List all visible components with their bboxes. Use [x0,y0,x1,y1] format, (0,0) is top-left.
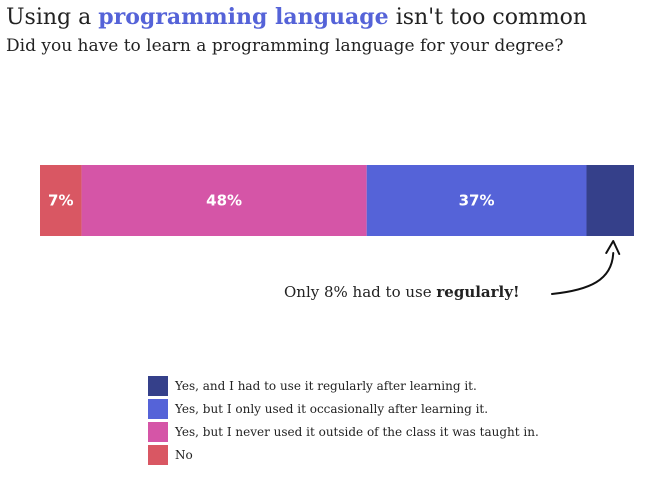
bar-segment-2 [366,165,587,236]
annotation-arrow [551,252,615,295]
bar-label-1: 48% [206,192,242,210]
legend-label: No [175,447,193,462]
chart-title: Using a programming language isn't too c… [6,2,587,33]
annotation-bold: regularly! [436,283,520,301]
title-highlight: programming language [98,4,389,30]
legend-item: Yes, but I never used it outside of the … [148,420,539,443]
legend-swatch [148,398,168,419]
annotation: Only 8% had to use regularly! [284,283,520,301]
legend: Yes, and I had to use it regularly after… [148,374,539,466]
title-after: isn't too common [395,5,588,30]
bar-label-0: 7% [48,192,73,210]
chart-subtitle: Did you have to learn a programming lang… [6,36,564,56]
legend-swatch [148,421,168,442]
bar-label-2: 37% [459,192,495,210]
legend-item: Yes, but I only used it occasionally aft… [148,397,539,420]
legend-swatch [148,375,168,396]
legend-item: Yes, and I had to use it regularly after… [148,374,539,397]
bar-segment-1 [81,165,367,236]
arrow-head [605,240,621,255]
annotation-text: Only 8% had to use [284,283,432,301]
legend-swatch [148,444,168,465]
legend-item: No [148,443,539,466]
bar-segment-3 [586,165,634,236]
bar-segment-0 [40,165,82,236]
legend-label: Yes, but I never used it outside of the … [175,424,539,439]
title-before: Using a [6,5,92,30]
legend-label: Yes, and I had to use it regularly after… [175,378,477,393]
legend-label: Yes, but I only used it occasionally aft… [175,401,489,416]
